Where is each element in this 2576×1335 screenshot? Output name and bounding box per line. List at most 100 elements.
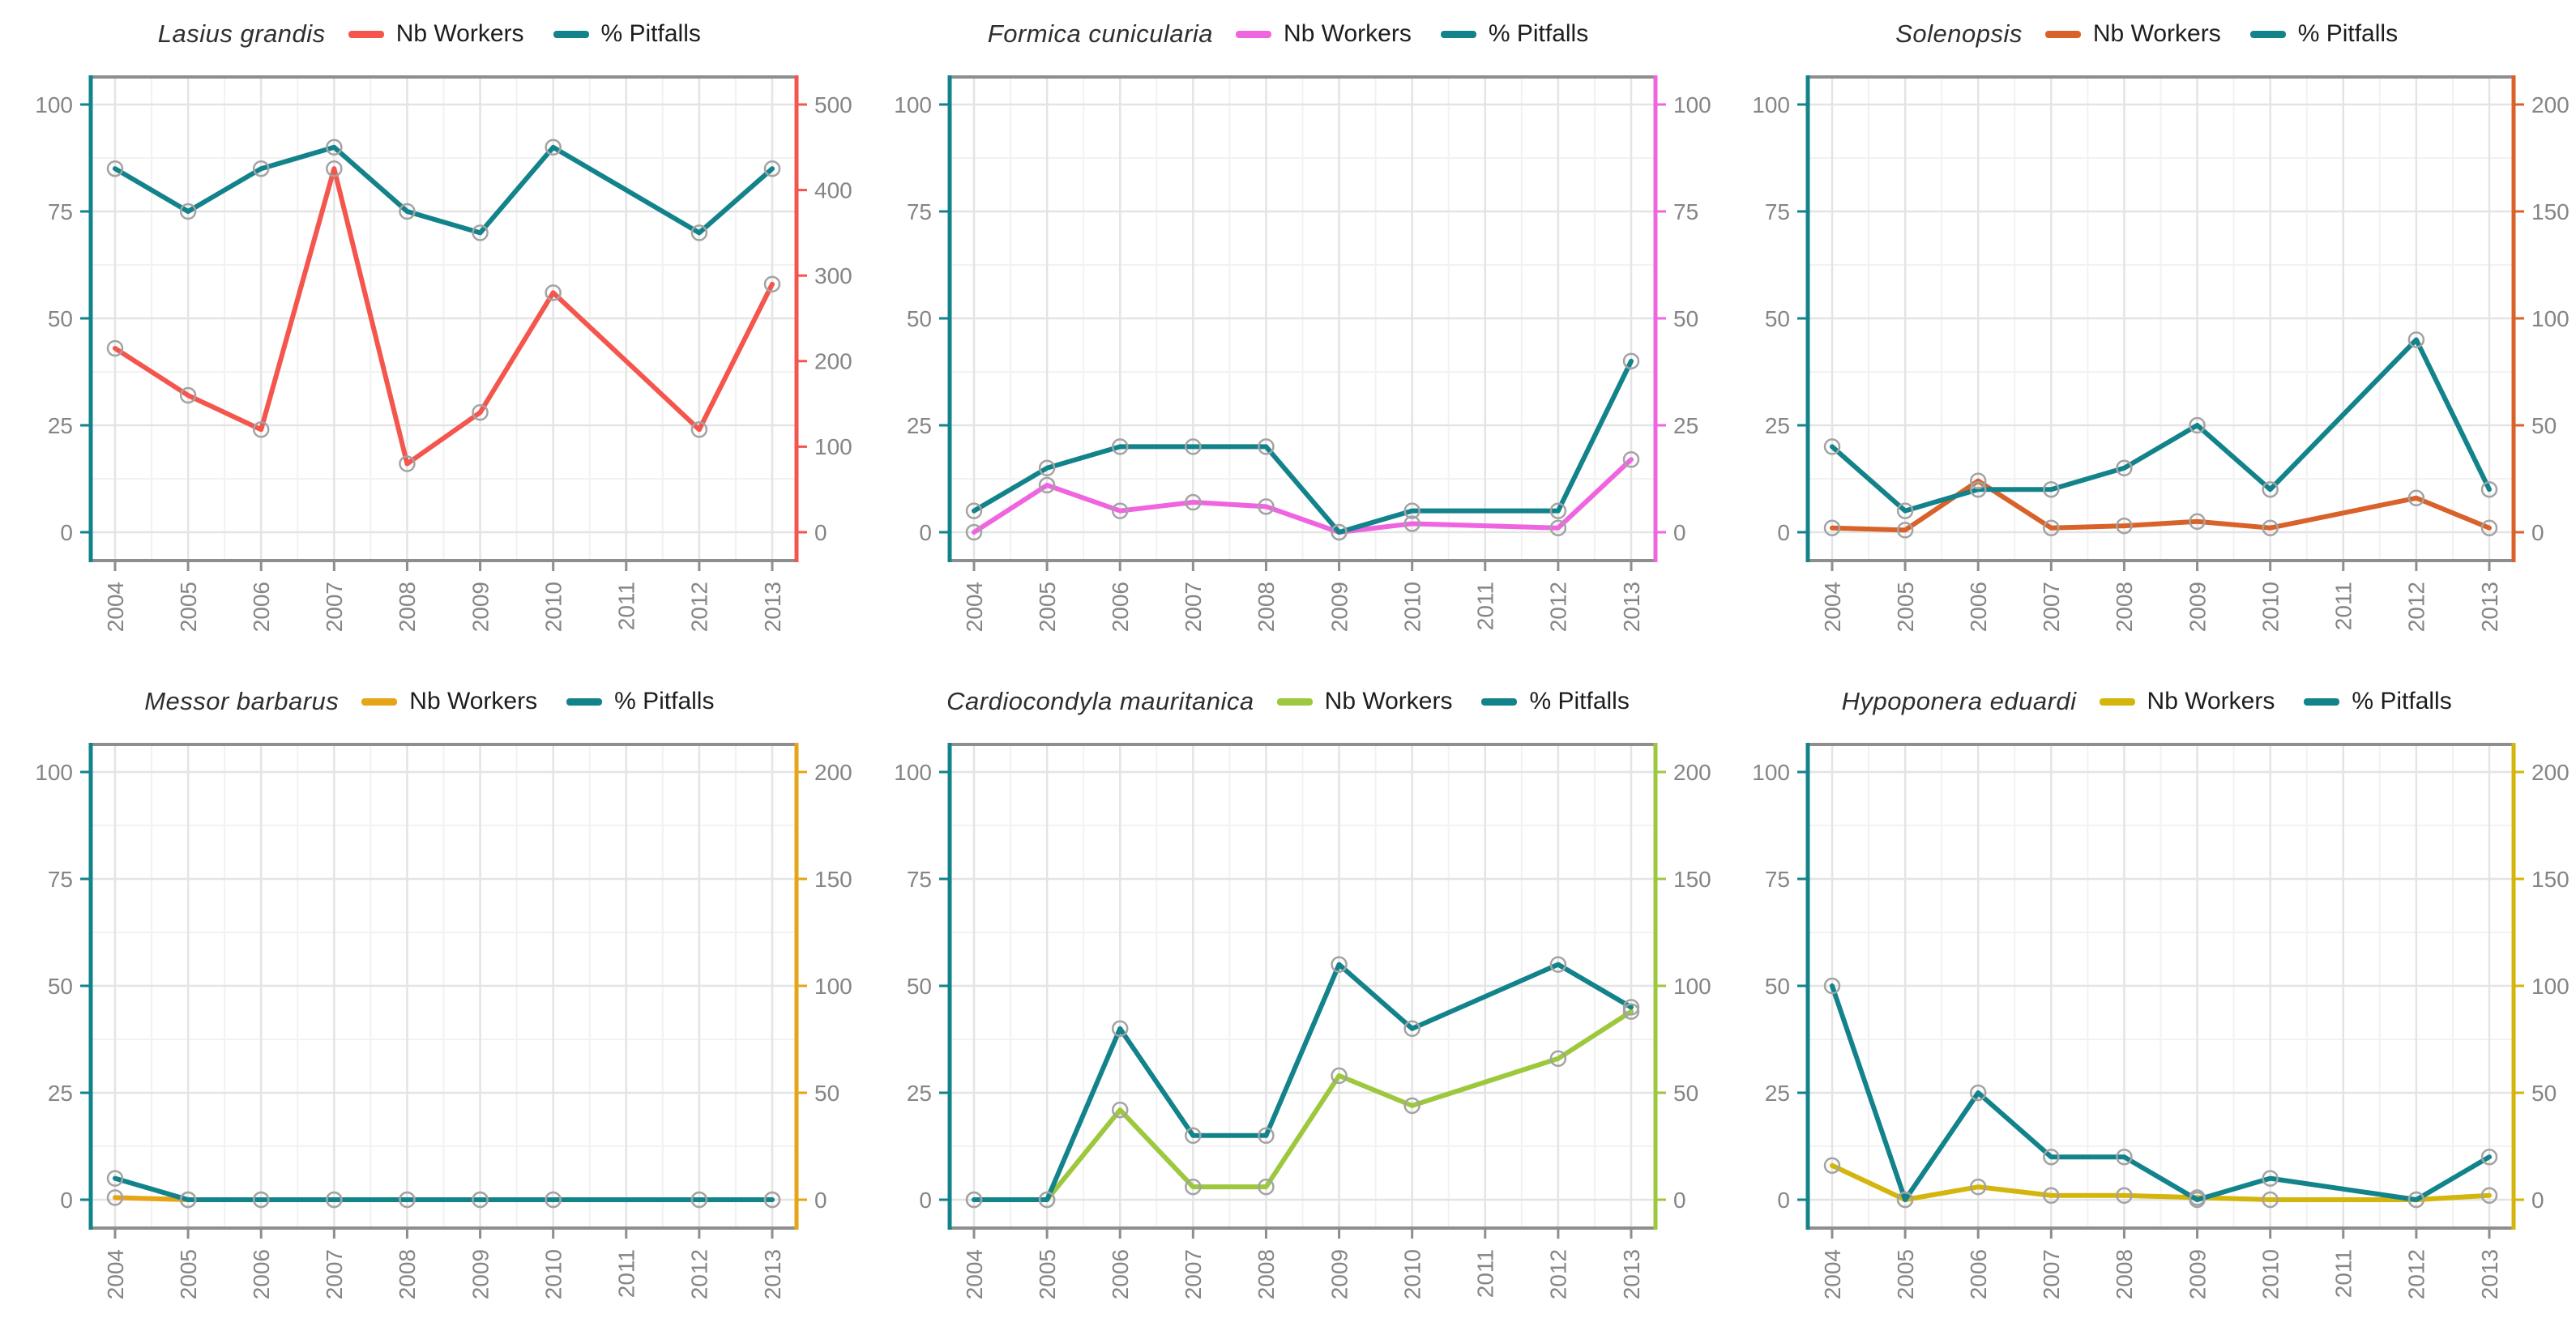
- svg-text:100: 100: [1753, 760, 1791, 785]
- svg-text:100: 100: [1673, 92, 1711, 117]
- svg-text:75: 75: [1765, 199, 1790, 224]
- svg-text:2009: 2009: [2185, 1249, 2211, 1299]
- svg-text:150: 150: [2531, 199, 2570, 224]
- svg-text:2013: 2013: [760, 582, 785, 632]
- svg-text:0: 0: [2531, 520, 2544, 545]
- pitfalls-swatch: [2249, 30, 2286, 38]
- svg-text:2009: 2009: [1326, 582, 1352, 632]
- pitfalls-label: % Pitfalls: [2297, 20, 2399, 47]
- nb-workers-label: Nb Workers: [2147, 688, 2275, 714]
- svg-text:2013: 2013: [2477, 1249, 2502, 1299]
- svg-text:2004: 2004: [961, 1249, 986, 1299]
- svg-text:150: 150: [2531, 867, 2570, 892]
- line-chart: 0 25 50 75 100 0 50 100 150 200 2004 2005 2006 2007 20…: [35, 743, 852, 1299]
- svg-text:50: 50: [907, 974, 932, 999]
- nb-workers-swatch: [2044, 30, 2081, 38]
- svg-text:2008: 2008: [395, 1249, 420, 1299]
- svg-text:150: 150: [1673, 867, 1711, 892]
- svg-text:25: 25: [48, 1081, 73, 1106]
- panel-title: Messor barbarus: [144, 687, 340, 715]
- svg-text:500: 500: [814, 92, 852, 117]
- panel-lasius-grandis: Lasius grandis Nb Workers % Pitfalls 0 25…: [0, 0, 859, 668]
- svg-text:2005: 2005: [1035, 582, 1060, 632]
- panel-title: Hypoponera eduardi: [1841, 687, 2077, 715]
- nb-workers-swatch: [348, 30, 384, 38]
- nb-workers-label: Nb Workers: [395, 20, 524, 47]
- svg-text:2006: 2006: [249, 1249, 274, 1299]
- svg-text:2008: 2008: [1254, 1249, 1279, 1299]
- panel-messor-barbarus: Messor barbarus Nb Workers % Pitfalls 0 2…: [0, 668, 859, 1335]
- svg-text:100: 100: [2531, 974, 2570, 999]
- svg-text:2010: 2010: [540, 582, 566, 632]
- svg-text:75: 75: [48, 199, 73, 224]
- svg-text:2007: 2007: [2039, 1249, 2064, 1299]
- svg-text:50: 50: [2531, 413, 2557, 438]
- svg-text:2011: 2011: [2331, 1249, 2356, 1298]
- svg-text:100: 100: [894, 760, 932, 785]
- svg-text:2011: 2011: [2331, 582, 2356, 630]
- svg-text:0: 0: [1778, 520, 1791, 545]
- svg-text:2009: 2009: [2185, 582, 2211, 632]
- svg-text:2007: 2007: [322, 582, 347, 632]
- svg-text:2006: 2006: [1108, 582, 1133, 632]
- svg-text:2004: 2004: [103, 1249, 128, 1299]
- svg-text:0: 0: [919, 520, 932, 545]
- svg-text:2007: 2007: [322, 1249, 347, 1299]
- svg-text:200: 200: [2531, 92, 2570, 117]
- panel-solenopsis: Solenopsis Nb Workers % Pitfalls 0 25 50 75…: [1717, 0, 2576, 668]
- panel-title: Formica cunicularia: [987, 19, 1214, 48]
- svg-text:0: 0: [814, 520, 827, 545]
- svg-text:75: 75: [1765, 867, 1790, 892]
- svg-text:200: 200: [814, 349, 852, 374]
- svg-text:300: 300: [814, 263, 852, 288]
- svg-text:75: 75: [907, 199, 932, 224]
- svg-text:50: 50: [48, 974, 73, 999]
- svg-text:2006: 2006: [1966, 582, 1991, 632]
- panel-legend: Solenopsis Nb Workers % Pitfalls: [1717, 0, 2576, 57]
- pitfalls-label: % Pitfalls: [1529, 688, 1630, 714]
- svg-text:25: 25: [1765, 1081, 1790, 1106]
- svg-text:2010: 2010: [540, 1249, 566, 1299]
- nb-workers-label: Nb Workers: [1324, 688, 1453, 714]
- svg-text:2011: 2011: [1472, 582, 1497, 630]
- svg-text:2007: 2007: [1181, 582, 1206, 632]
- svg-text:2009: 2009: [468, 582, 493, 632]
- svg-text:100: 100: [35, 92, 73, 117]
- svg-text:100: 100: [814, 434, 852, 459]
- svg-text:2012: 2012: [1545, 1249, 1570, 1299]
- nb-workers-swatch: [1236, 30, 1272, 38]
- pitfalls-label: % Pitfalls: [600, 20, 701, 47]
- svg-text:2010: 2010: [1399, 582, 1425, 632]
- svg-text:0: 0: [1673, 520, 1686, 545]
- svg-text:150: 150: [814, 867, 852, 892]
- svg-text:2008: 2008: [2112, 1249, 2138, 1299]
- svg-text:2011: 2011: [614, 582, 639, 630]
- pitfalls-swatch: [1440, 30, 1476, 38]
- svg-text:2013: 2013: [2477, 582, 2502, 632]
- svg-text:25: 25: [1673, 413, 1698, 438]
- svg-text:75: 75: [48, 867, 73, 892]
- svg-text:2004: 2004: [1820, 1249, 1845, 1299]
- svg-text:25: 25: [48, 413, 73, 438]
- panel-legend: Formica cunicularia Nb Workers % Pitfall…: [859, 0, 1718, 57]
- svg-text:2010: 2010: [2258, 1249, 2283, 1299]
- svg-text:2006: 2006: [1108, 1249, 1133, 1299]
- svg-text:2004: 2004: [961, 582, 986, 632]
- svg-text:0: 0: [1673, 1188, 1686, 1213]
- nb-workers-label: Nb Workers: [2092, 20, 2221, 47]
- panel-title: Solenopsis: [1895, 19, 2023, 48]
- svg-text:100: 100: [1673, 974, 1711, 999]
- svg-text:2009: 2009: [1326, 1249, 1352, 1299]
- nb-workers-label: Nb Workers: [409, 688, 538, 714]
- pitfalls-swatch: [566, 697, 603, 706]
- svg-text:2008: 2008: [1254, 582, 1279, 632]
- svg-text:100: 100: [894, 92, 932, 117]
- svg-text:25: 25: [1765, 413, 1790, 438]
- svg-text:2012: 2012: [1545, 582, 1570, 632]
- svg-text:2005: 2005: [1893, 582, 1918, 632]
- svg-text:0: 0: [814, 1188, 827, 1213]
- svg-text:2013: 2013: [1618, 582, 1643, 632]
- svg-text:25: 25: [907, 413, 932, 438]
- panel-cardiocondyla-mauritanica: Cardiocondyla mauritanica Nb Workers % P…: [859, 668, 1718, 1335]
- svg-text:200: 200: [2531, 760, 2570, 785]
